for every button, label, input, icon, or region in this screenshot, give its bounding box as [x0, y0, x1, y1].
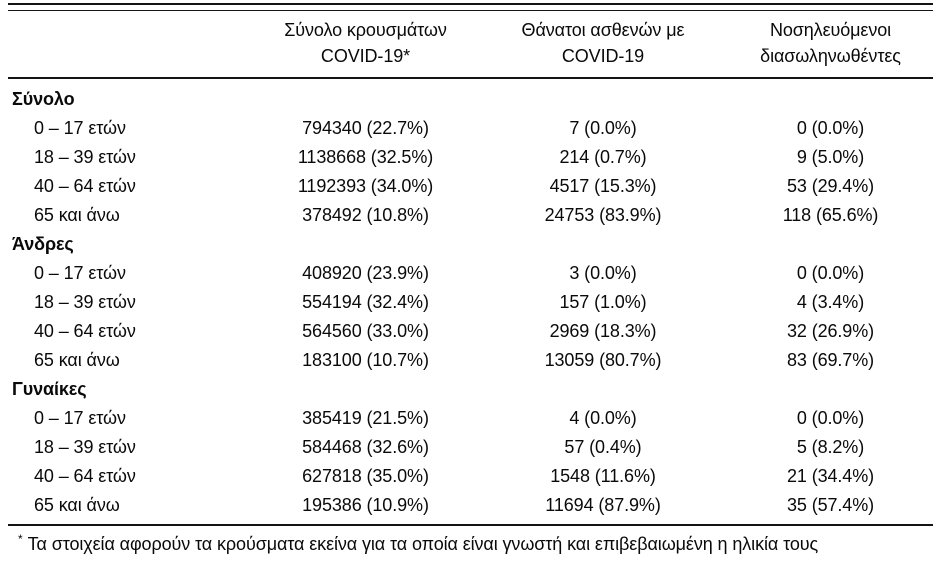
header-deaths-line1: Θάνατοι ασθενών με	[521, 20, 685, 40]
intubated-cell: 0 (0.0%)	[796, 118, 865, 138]
intubated-cell: 0 (0.0%)	[796, 263, 865, 283]
section-row-total: Σύνολο	[8, 85, 933, 114]
header-cases-line1: Σύνολο κρουσμάτων	[284, 20, 447, 40]
section-title: Σύνολο	[12, 89, 75, 109]
intubated-cell: 118 (65.6%)	[782, 205, 879, 225]
table-row: 0 – 17 ετών 408920 (23.9%) 3 (0.0%) 0 (0…	[8, 259, 933, 288]
table-row: 65 και άνω 183100 (10.7%) 13059 (80.7%) …	[8, 346, 933, 375]
cases-cell: 1138668 (32.5%)	[297, 147, 434, 167]
row-label: 18 – 39 ετών	[34, 292, 136, 312]
table-body: Σύνολο 0 – 17 ετών 794340 (22.7%) 7 (0.0…	[8, 79, 933, 520]
table-row: 18 – 39 ετών 584468 (32.6%) 57 (0.4%) 5 …	[8, 433, 933, 462]
cases-cell: 564560 (33.0%)	[302, 321, 429, 341]
cases-cell: 627818 (35.0%)	[302, 466, 429, 486]
cases-cell: 1192393 (34.0%)	[297, 176, 434, 196]
cases-cell: 378492 (10.8%)	[302, 205, 429, 225]
section-row-women: Γυναίκες	[8, 375, 933, 404]
row-label: 40 – 64 ετών	[34, 466, 136, 486]
table-row: 18 – 39 ετών 1138668 (32.5%) 214 (0.7%) …	[8, 143, 933, 172]
table-footnote: * Τα στοιχεία αφορούν τα κρούσματα εκείνα…	[8, 526, 933, 555]
header-cases-line2: COVID-19*	[320, 46, 411, 66]
table-row: 0 – 17 ετών 794340 (22.7%) 7 (0.0%) 0 (0…	[8, 114, 933, 143]
intubated-cell: 9 (5.0%)	[796, 147, 865, 167]
footnote-text: Τα στοιχεία αφορούν τα κρούσματα εκείνα …	[27, 534, 819, 554]
table-row: 40 – 64 ετών 627818 (35.0%) 1548 (11.6%)…	[8, 462, 933, 491]
header-deaths: Θάνατοι ασθενών με COVID-19	[478, 17, 728, 69]
deaths-cell: 1548 (11.6%)	[550, 466, 656, 486]
intubated-cell: 83 (69.7%)	[786, 350, 875, 370]
intubated-cell: 21 (34.4%)	[786, 466, 875, 486]
bottom-rule	[8, 524, 933, 526]
top-double-rule	[8, 3, 933, 11]
deaths-cell: 3 (0.0%)	[569, 263, 637, 283]
cases-cell: 408920 (23.9%)	[302, 263, 429, 283]
header-rule	[8, 77, 933, 79]
table-row: 40 – 64 ετών 564560 (33.0%) 2969 (18.3%)…	[8, 317, 933, 346]
table-row: 65 και άνω 195386 (10.9%) 11694 (87.9%) …	[8, 491, 933, 520]
row-label: 40 – 64 ετών	[34, 176, 136, 196]
row-label: 0 – 17 ετών	[34, 263, 126, 283]
cases-cell: 195386 (10.9%)	[302, 495, 429, 515]
deaths-cell: 13059 (80.7%)	[544, 350, 662, 370]
header-cases: Σύνολο κρουσμάτων COVID-19*	[253, 17, 478, 69]
cases-cell: 385419 (21.5%)	[302, 408, 429, 428]
row-label: 18 – 39 ετών	[34, 437, 136, 457]
table-header: Σύνολο κρουσμάτων COVID-19* Θάνατοι ασθε…	[8, 11, 933, 77]
intubated-cell: 0 (0.0%)	[796, 408, 865, 428]
header-intubated-line2: διασωληνωθέντες	[760, 46, 901, 66]
table-row: 40 – 64 ετών 1192393 (34.0%) 4517 (15.3%…	[8, 172, 933, 201]
table-row: 0 – 17 ετών 385419 (21.5%) 4 (0.0%) 0 (0…	[8, 404, 933, 433]
deaths-cell: 214 (0.7%)	[559, 147, 647, 167]
row-label: 0 – 17 ετών	[34, 118, 126, 138]
deaths-cell: 157 (1.0%)	[559, 292, 647, 312]
intubated-cell: 5 (8.2%)	[796, 437, 865, 457]
section-title: Άνδρες	[12, 234, 74, 254]
header-empty-cell	[8, 17, 253, 69]
header-intubated-line1: Νοσηλευόμενοι	[769, 20, 892, 40]
intubated-cell: 35 (57.4%)	[786, 495, 875, 515]
row-label: 0 – 17 ετών	[34, 408, 126, 428]
covid-age-table: Σύνολο κρουσμάτων COVID-19* Θάνατοι ασθε…	[8, 0, 933, 555]
table-row: 65 και άνω 378492 (10.8%) 24753 (83.9%) …	[8, 201, 933, 230]
section-title: Γυναίκες	[12, 379, 87, 399]
deaths-cell: 4 (0.0%)	[569, 408, 637, 428]
deaths-cell: 11694 (87.9%)	[545, 495, 661, 515]
deaths-cell: 24753 (83.9%)	[544, 205, 662, 225]
deaths-cell: 7 (0.0%)	[569, 118, 637, 138]
table-row: 18 – 39 ετών 554194 (32.4%) 157 (1.0%) 4…	[8, 288, 933, 317]
cases-cell: 183100 (10.7%)	[302, 350, 429, 370]
header-intubated: Νοσηλευόμενοι διασωληνωθέντες	[728, 17, 933, 69]
deaths-cell: 57 (0.4%)	[564, 437, 642, 457]
row-label: 40 – 64 ετών	[34, 321, 136, 341]
row-label: 65 και άνω	[34, 205, 120, 225]
deaths-cell: 2969 (18.3%)	[549, 321, 657, 341]
cases-cell: 584468 (32.6%)	[302, 437, 429, 457]
deaths-cell: 4517 (15.3%)	[549, 176, 657, 196]
row-label: 18 – 39 ετών	[34, 147, 136, 167]
cases-cell: 554194 (32.4%)	[302, 292, 429, 312]
intubated-cell: 53 (29.4%)	[786, 176, 875, 196]
intubated-cell: 32 (26.9%)	[786, 321, 875, 341]
section-row-men: Άνδρες	[8, 230, 933, 259]
row-label: 65 και άνω	[34, 495, 120, 515]
footnote-marker: *	[18, 532, 23, 546]
intubated-cell: 4 (3.4%)	[796, 292, 865, 312]
header-deaths-line2: COVID-19	[561, 46, 645, 66]
row-label: 65 και άνω	[34, 350, 120, 370]
cases-cell: 794340 (22.7%)	[302, 118, 429, 138]
